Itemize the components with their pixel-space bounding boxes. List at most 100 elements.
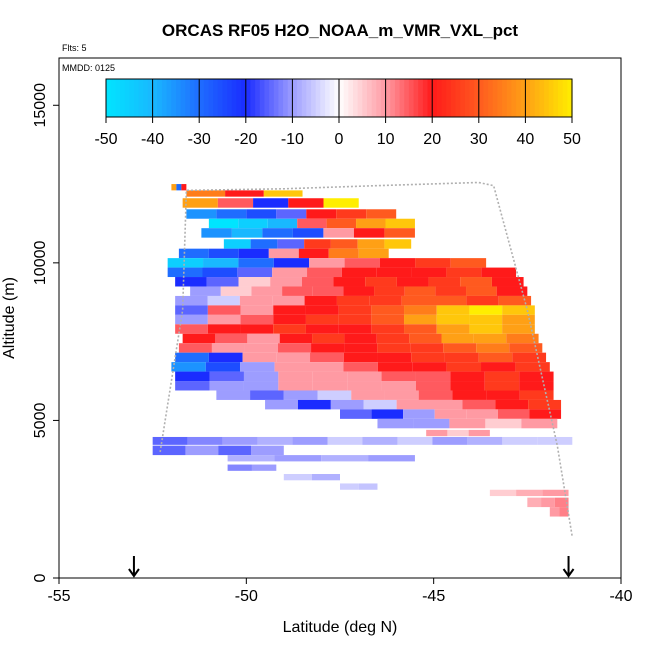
colorbar-segment bbox=[474, 79, 480, 117]
heatmap-cell bbox=[432, 436, 468, 445]
colorbar-segment bbox=[339, 79, 345, 117]
heatmap-cell bbox=[396, 399, 430, 410]
colorbar-segment bbox=[143, 79, 149, 117]
heatmap-cell bbox=[559, 507, 569, 517]
heatmap-cell bbox=[541, 497, 555, 508]
x-tick-label: -45 bbox=[422, 588, 445, 605]
arrow-head-icon bbox=[128, 568, 140, 578]
heatmap-cell bbox=[444, 352, 479, 363]
colorbar-segment bbox=[455, 79, 461, 117]
heatmap-cell bbox=[243, 371, 279, 382]
colorbar-segment bbox=[511, 79, 517, 117]
heatmap-cell bbox=[273, 314, 306, 325]
colorbar-segment bbox=[208, 79, 214, 117]
colorbar-segment bbox=[180, 79, 186, 117]
heatmap-cell bbox=[384, 390, 419, 400]
colorbar-segment bbox=[567, 79, 573, 117]
heatmap-cell bbox=[330, 239, 358, 249]
heatmap-cells bbox=[152, 184, 573, 517]
heatmap-cell bbox=[377, 352, 412, 363]
heatmap-cell bbox=[207, 314, 241, 325]
colorbar-segment bbox=[175, 79, 182, 117]
heatmap-cell bbox=[344, 343, 378, 353]
colorbar-segment bbox=[362, 79, 368, 117]
heatmap-cell bbox=[243, 381, 279, 391]
colorbar-segment bbox=[348, 79, 354, 117]
colorbar-segment bbox=[399, 79, 405, 117]
colorbar-segment bbox=[311, 79, 317, 117]
heatmap-cell bbox=[353, 228, 385, 238]
heatmap-cell bbox=[175, 352, 209, 363]
heatmap-cell bbox=[469, 314, 503, 325]
colorbar-segment bbox=[147, 79, 154, 117]
colorbar-segment bbox=[492, 79, 499, 117]
colorbar-segment bbox=[231, 79, 238, 117]
colorbar-segment bbox=[250, 79, 256, 117]
y-tick-label: 10000 bbox=[32, 241, 49, 286]
colorbar-segment bbox=[562, 79, 568, 117]
heatmap-cell bbox=[239, 295, 273, 306]
heatmap-cell bbox=[521, 418, 558, 429]
heatmap-cell bbox=[357, 239, 385, 249]
heatmap-cell bbox=[309, 362, 344, 372]
colorbar-segment bbox=[194, 79, 200, 117]
heatmap-cell bbox=[344, 258, 380, 268]
heatmap-cell bbox=[478, 352, 513, 363]
colorbar-segment bbox=[325, 79, 331, 117]
heatmap-cell bbox=[206, 277, 239, 287]
heatmap-cell bbox=[238, 218, 268, 229]
heatmap-cell bbox=[365, 277, 397, 287]
colorbar-segment bbox=[506, 79, 513, 117]
heatmap-cell bbox=[152, 445, 186, 456]
flights-label: Flts: 5 bbox=[62, 43, 87, 53]
heatmap-cell bbox=[311, 343, 345, 353]
colorbar-segment bbox=[315, 79, 321, 117]
heatmap-cell bbox=[227, 464, 252, 471]
heatmap-cell bbox=[202, 267, 238, 278]
colorbar-segment bbox=[199, 79, 205, 117]
heatmap-cell bbox=[240, 362, 275, 372]
heatmap-cell bbox=[512, 352, 547, 363]
heatmap-cell bbox=[404, 314, 437, 325]
colorbar: -50 -40 -30 -20 -10 0 10 20 30 40 50 bbox=[94, 78, 581, 148]
heatmap-cell bbox=[404, 305, 437, 315]
heatmap-cell bbox=[328, 248, 359, 259]
heatmap-cell bbox=[182, 333, 215, 344]
arrow-head-icon bbox=[562, 568, 575, 578]
heatmap-cell bbox=[363, 399, 397, 410]
heatmap-cell bbox=[333, 277, 366, 287]
colorbar-tick-label: -30 bbox=[188, 131, 211, 148]
heatmap-cell bbox=[450, 381, 485, 391]
heatmap-cell bbox=[278, 343, 312, 353]
colorbar-segment bbox=[385, 79, 391, 117]
heatmap-cell bbox=[309, 258, 345, 268]
heatmap-cell bbox=[214, 333, 248, 344]
colorbar-segment bbox=[548, 79, 554, 117]
heatmap-cell bbox=[304, 295, 337, 306]
heatmap-cell bbox=[446, 362, 482, 372]
heatmap-cell bbox=[307, 267, 342, 278]
heatmap-cell bbox=[515, 362, 550, 372]
heatmap-cell bbox=[401, 295, 435, 306]
heatmap-cell bbox=[368, 455, 415, 462]
heatmap-cell bbox=[282, 286, 313, 296]
heatmap-cell bbox=[171, 184, 177, 191]
y-tick-label: 0 bbox=[32, 573, 49, 582]
heatmap-cell bbox=[175, 314, 208, 325]
heatmap-cell bbox=[208, 218, 239, 229]
heatmap-cell bbox=[434, 409, 467, 419]
heatmap-cell bbox=[167, 258, 204, 268]
heatmap-cell bbox=[441, 333, 474, 344]
colorbar-segment bbox=[189, 79, 196, 117]
heatmap-cell bbox=[276, 352, 311, 363]
plot-frame bbox=[58, 57, 622, 579]
heatmap-cell bbox=[253, 198, 289, 208]
colorbar-tick-label: -40 bbox=[141, 131, 164, 148]
heatmap-cell bbox=[381, 371, 416, 382]
heatmap-cell bbox=[415, 381, 451, 391]
heatmap-cell bbox=[466, 286, 497, 296]
heatmap-cell bbox=[175, 371, 210, 382]
heatmap-cell bbox=[203, 258, 239, 268]
heatmap-cell bbox=[473, 333, 507, 344]
